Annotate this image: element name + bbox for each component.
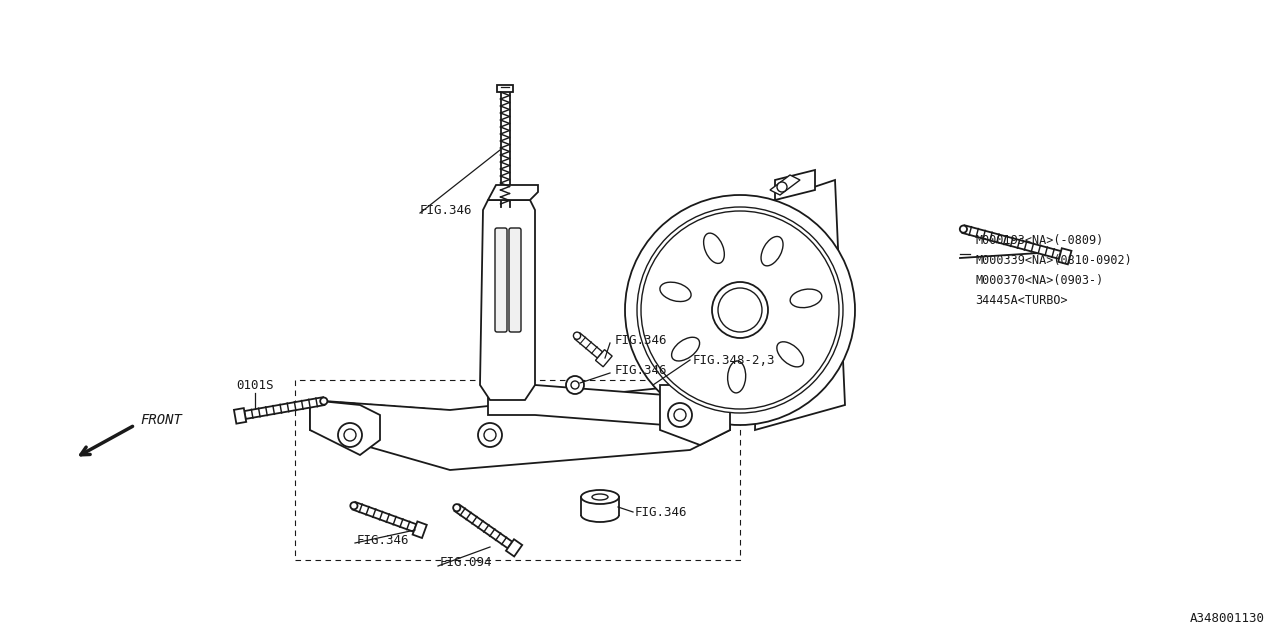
Polygon shape [412,522,426,538]
Ellipse shape [672,337,700,361]
Polygon shape [595,349,612,367]
Text: FIG.346: FIG.346 [357,534,410,547]
Circle shape [641,211,838,409]
Polygon shape [774,170,815,200]
Circle shape [338,423,362,447]
Polygon shape [575,333,603,358]
Text: FIG.346: FIG.346 [614,364,667,376]
Polygon shape [310,400,380,455]
Circle shape [960,225,966,233]
Polygon shape [454,504,512,548]
Polygon shape [352,502,416,532]
Text: 0101S: 0101S [237,378,274,392]
Polygon shape [755,180,845,430]
Text: FRONT: FRONT [140,413,182,427]
Text: FIG.346: FIG.346 [635,506,687,518]
Circle shape [573,332,581,339]
Circle shape [351,502,357,509]
Circle shape [818,283,832,297]
Ellipse shape [790,289,822,308]
Circle shape [571,381,579,389]
FancyBboxPatch shape [509,228,521,332]
Text: M000193<NA>(-0809): M000193<NA>(-0809) [975,234,1103,246]
Polygon shape [1059,248,1071,264]
Ellipse shape [727,361,746,393]
Circle shape [718,288,762,332]
Ellipse shape [660,282,691,301]
Ellipse shape [581,490,620,504]
Ellipse shape [593,494,608,500]
Polygon shape [660,385,730,445]
Ellipse shape [704,233,724,264]
Circle shape [668,403,692,427]
Circle shape [566,376,584,394]
Polygon shape [244,397,324,419]
Circle shape [477,423,502,447]
Text: FIG.346: FIG.346 [614,333,667,346]
Text: 34445A<TURBO>: 34445A<TURBO> [975,294,1068,307]
Polygon shape [506,540,522,556]
Polygon shape [488,185,538,200]
Circle shape [453,504,461,511]
Text: FIG.348-2,3: FIG.348-2,3 [692,353,776,367]
Circle shape [675,409,686,421]
Circle shape [625,195,855,425]
Polygon shape [497,85,513,92]
Text: M000339<NA>(0810-0902): M000339<NA>(0810-0902) [975,253,1132,266]
Ellipse shape [762,236,783,266]
Polygon shape [771,175,800,195]
Polygon shape [488,385,730,430]
Circle shape [712,282,768,338]
Ellipse shape [777,342,804,367]
Text: FIG.346: FIG.346 [420,204,472,216]
Polygon shape [963,225,1061,259]
Polygon shape [480,200,535,400]
Text: M000370<NA>(0903-): M000370<NA>(0903-) [975,273,1103,287]
Circle shape [344,429,356,441]
FancyBboxPatch shape [495,228,507,332]
Circle shape [484,429,497,441]
Circle shape [777,182,787,192]
Polygon shape [234,408,246,424]
Text: FIG.094: FIG.094 [440,557,493,570]
Text: A348001130: A348001130 [1190,612,1265,625]
Polygon shape [310,385,730,470]
Circle shape [320,397,328,404]
Circle shape [637,207,844,413]
